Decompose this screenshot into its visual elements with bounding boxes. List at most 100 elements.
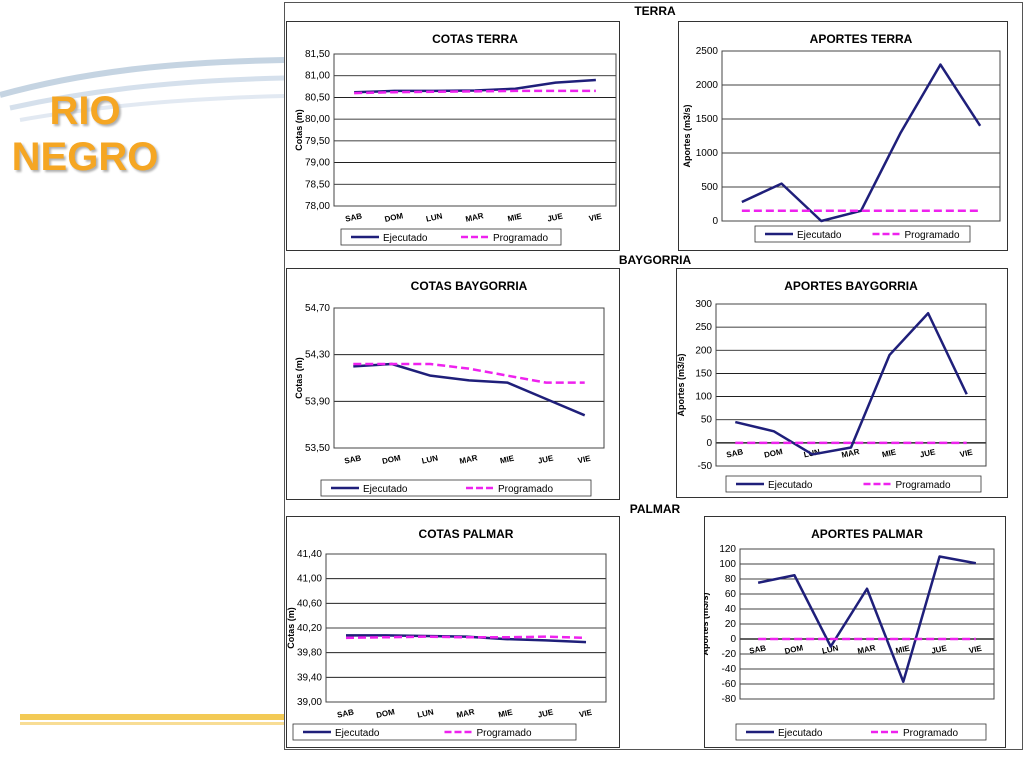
x-tick-label: LUN: [416, 707, 434, 719]
legend-box: [754, 225, 971, 243]
x-tick-label: MIE: [507, 212, 523, 224]
legend-box: [320, 479, 592, 497]
chart-aportes-palmar: APORTES PALMAR -80 -60 -40 -20 0 20 40 60 80 100 12…: [704, 516, 1006, 748]
chart-frame: [704, 516, 1006, 748]
x-tick-label: LUN: [425, 211, 443, 223]
y-tick-label: 81,00: [305, 71, 330, 82]
x-tick-label: DOM: [784, 643, 804, 656]
x-tick-label: DOM: [384, 211, 404, 224]
y-tick-label: 41,00: [297, 574, 322, 585]
chart-title: COTAS PALMAR: [419, 527, 514, 541]
chart-cotas-baygorria: COTAS BAYGORRIA 53,50 53,90 54,30 54,70 SAB DO…: [286, 268, 620, 500]
chart-frame: [678, 21, 1008, 251]
x-tick-label: MAR: [857, 643, 877, 656]
legend-label-programado: Programado: [896, 480, 951, 491]
x-tick-label: VIE: [959, 448, 974, 460]
y-axis-label: Cotas (m): [286, 607, 296, 649]
y-tick-label: 500: [701, 182, 718, 193]
y-tick-label: 1000: [696, 148, 719, 159]
plot-area: [333, 53, 617, 207]
x-tick-label: MIE: [499, 454, 515, 466]
y-tick-label: 79,00: [305, 158, 330, 169]
legend-box: [735, 723, 987, 741]
chart-legend: Ejecutado Programado: [340, 228, 562, 246]
y-axis-label: Cotas (m): [294, 109, 304, 151]
section-label-palmar: PALMAR: [629, 502, 681, 516]
y-tick-label: 80,00: [305, 114, 330, 125]
plot-area: [715, 303, 987, 467]
y-tick-label: 0: [706, 438, 712, 449]
chart-title: APORTES PALMAR: [811, 527, 923, 541]
legend-label-ejecutado: Ejecutado: [778, 728, 823, 739]
chart-title: COTAS TERRA: [432, 32, 518, 46]
chart-cotas-palmar: COTAS PALMAR 39,00 39,40 39,80 40,20 40,60 41,…: [286, 516, 620, 748]
chart-frame: [676, 268, 1008, 498]
chart-title: COTAS BAYGORRIA: [411, 279, 528, 293]
legend-label-programado: Programado: [498, 484, 553, 495]
x-tick-label: SAB: [344, 453, 363, 465]
chart-legend: Ejecutado Programado: [725, 475, 982, 493]
legend-box: [725, 475, 982, 493]
x-tick-label: VIE: [968, 644, 983, 656]
series-line-programado: [353, 362, 585, 384]
y-tick-label: 1500: [696, 114, 719, 125]
series-line-programado: [354, 89, 596, 95]
y-tick-label: 300: [695, 299, 712, 310]
plot-area: [721, 50, 1001, 222]
legend-label-programado: Programado: [493, 233, 548, 244]
section-label-baygorria: BAYGORRIA: [618, 253, 692, 267]
page-title-container: RIO NEGRO: [0, 88, 170, 180]
plot-area: [333, 307, 605, 449]
y-tick-label: 250: [695, 322, 712, 333]
y-tick-label: 80,50: [305, 92, 330, 103]
series-line-ejecutado: [734, 312, 968, 456]
y-tick-label: 39,00: [297, 697, 322, 708]
x-tick-label: DOM: [375, 707, 395, 720]
y-tick-label: 41,40: [297, 549, 322, 560]
x-tick-label: SAB: [344, 211, 363, 223]
x-tick-label: MAR: [459, 453, 479, 466]
legend-label-ejecutado: Ejecutado: [363, 484, 408, 495]
x-tick-label: MAR: [841, 447, 861, 460]
y-axis-label: Cotas (m): [294, 357, 304, 399]
series-line-ejecutado: [741, 63, 982, 223]
x-tick-label: VIE: [577, 454, 592, 466]
x-tick-label: SAB: [336, 707, 355, 719]
legend-box: [292, 723, 577, 741]
x-tick-label: VIE: [578, 708, 593, 720]
y-axis-label: Aportes (m3/s): [682, 104, 692, 167]
y-tick-label: 20: [725, 619, 737, 630]
y-tick-label: -50: [698, 461, 713, 472]
y-tick-label: 0: [730, 634, 736, 645]
legend-box: [340, 228, 562, 246]
chart-cotas-terra: COTAS TERRA 78,00 78,50 79,00 79,50 80,00 80,5…: [286, 21, 620, 251]
x-tick-label: DOM: [763, 447, 783, 460]
x-tick-label: JUE: [537, 453, 555, 465]
chart-frame: [286, 21, 620, 251]
x-tick-label: JUE: [547, 211, 565, 223]
y-axis-label: Aportes (m3/s): [676, 353, 686, 416]
x-tick-label: SAB: [748, 643, 767, 655]
series-line-ejecutado: [757, 555, 977, 683]
y-axis-label: Aportes (m3/s): [704, 592, 710, 655]
plot-area: [325, 553, 607, 703]
x-tick-label: JUE: [919, 447, 937, 459]
y-tick-label: 78,00: [305, 201, 330, 212]
y-tick-label: 78,50: [305, 179, 330, 190]
x-tick-label: MAR: [465, 211, 485, 224]
y-tick-label: 50: [701, 415, 713, 426]
y-tick-label: 53,50: [305, 443, 330, 454]
y-tick-label: 40,20: [297, 623, 322, 634]
legend-label-programado: Programado: [905, 230, 960, 241]
chart-legend: Ejecutado Programado: [735, 723, 987, 741]
chart-legend: Ejecutado Programado: [320, 479, 592, 497]
series-line-programado: [345, 635, 587, 640]
y-tick-label: -40: [722, 664, 737, 675]
y-tick-label: 0: [712, 216, 718, 227]
y-tick-label: 80: [725, 574, 737, 585]
y-tick-label: 150: [695, 368, 712, 379]
x-tick-label: LUN: [821, 643, 839, 655]
chart-title: APORTES BAYGORRIA: [784, 279, 918, 293]
y-tick-label: 120: [719, 544, 736, 555]
